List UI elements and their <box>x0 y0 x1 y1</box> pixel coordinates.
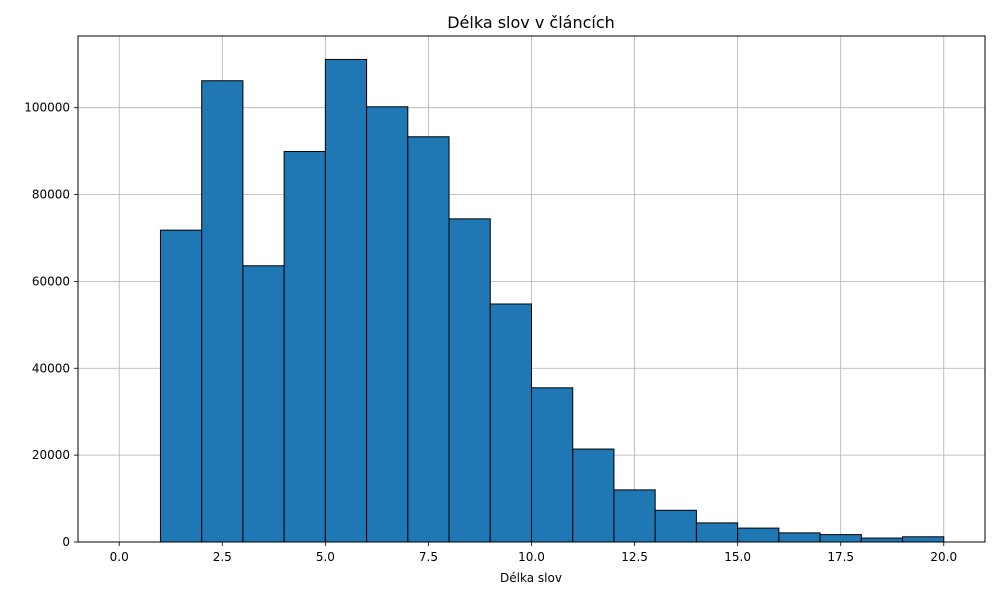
x-tick-label: 17.5 <box>827 550 854 564</box>
histogram-bar <box>613 489 656 543</box>
histogram-bar <box>531 387 574 543</box>
histogram-bar <box>366 106 409 543</box>
histogram-bar <box>324 58 368 543</box>
y-tick-label: 20000 <box>32 448 70 462</box>
histogram-bar <box>860 537 904 543</box>
histogram-bar <box>407 136 450 543</box>
y-tick-label: 60000 <box>32 274 70 288</box>
axes: 0.0 2.5 5.0 7.5 10.0 12.5 15.0 17.5 20.0 0 20000 40… <box>24 35 986 564</box>
x-tick-label: 12.5 <box>621 550 648 564</box>
y-tick-label: 40000 <box>32 361 70 375</box>
histogram-bar <box>902 536 945 543</box>
x-tick-label: 10.0 <box>518 550 545 564</box>
histogram-bar <box>819 534 862 543</box>
histogram-bar <box>283 151 326 543</box>
bars <box>159 58 945 543</box>
histogram-bar <box>242 265 285 543</box>
histogram-bar <box>695 522 739 543</box>
x-tick-label: 20.0 <box>930 550 957 564</box>
histogram-bar <box>448 218 491 543</box>
x-axis-label: Délka slov <box>500 571 562 585</box>
chart-title: Délka slov v článcích <box>447 13 615 32</box>
x-tick-label: 2.5 <box>213 550 232 564</box>
histogram-bar <box>778 532 821 543</box>
histogram-bar <box>201 80 244 543</box>
histogram-bar <box>737 527 780 543</box>
y-tick-label: 0 <box>62 535 70 549</box>
histogram-bar <box>159 229 203 543</box>
y-tick-label: 100000 <box>24 101 70 115</box>
x-tick-label: 15.0 <box>724 550 751 564</box>
histogram-bar <box>654 509 697 543</box>
x-tick-label: 5.0 <box>316 550 335 564</box>
x-tick-label: 7.5 <box>419 550 438 564</box>
x-tick-label: 0.0 <box>110 550 129 564</box>
y-tick-label: 80000 <box>32 188 70 202</box>
histogram-bar <box>572 448 615 543</box>
histogram-bar <box>489 303 533 543</box>
